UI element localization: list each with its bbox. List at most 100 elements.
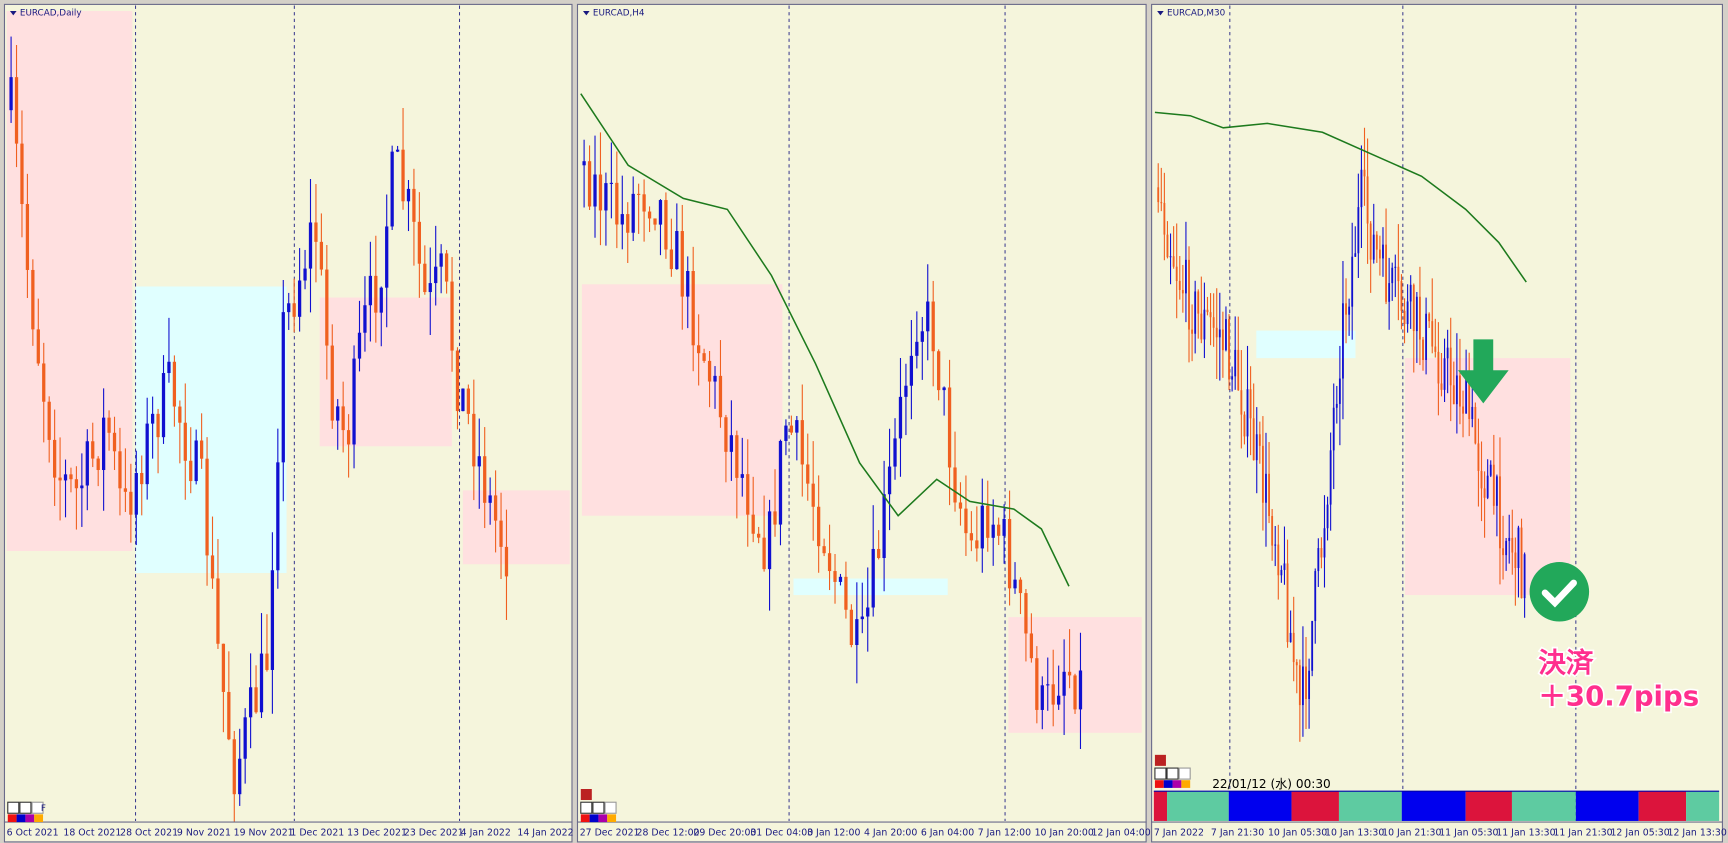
- candle-body: [1329, 450, 1332, 505]
- candle-body: [91, 441, 95, 459]
- x-tick-label: 11 Jan 05:30: [1439, 827, 1498, 838]
- candle-body: [893, 438, 897, 467]
- candle-body: [1335, 403, 1338, 408]
- x-tick-label: 6 Oct 2021: [7, 827, 59, 838]
- candle-body: [1320, 548, 1323, 558]
- candle-body: [1057, 695, 1061, 705]
- zone: [6, 11, 133, 551]
- candle-body: [221, 643, 226, 692]
- candle-body: [1225, 319, 1227, 351]
- candle-body: [702, 353, 706, 361]
- candle-body: [904, 385, 908, 397]
- candle-body: [1400, 281, 1403, 311]
- candle-body: [729, 435, 734, 452]
- x-tick-label: 7 Jan 21:30: [1211, 827, 1264, 838]
- candle-body: [243, 717, 247, 759]
- toolbar-button: [580, 801, 593, 814]
- toolbar-button: [19, 801, 32, 814]
- candle-body: [1166, 234, 1169, 258]
- candle-body: [1062, 671, 1066, 696]
- color-swatch: [598, 814, 608, 823]
- candle-body: [412, 188, 416, 222]
- candle-body: [1385, 244, 1387, 302]
- collapse-arrow: [9, 11, 17, 16]
- candle-body: [483, 456, 487, 503]
- candle-body: [615, 182, 619, 225]
- candle-body: [582, 161, 586, 166]
- candle-body: [439, 253, 443, 267]
- candle-body: [1348, 306, 1351, 315]
- candle-body: [1342, 303, 1344, 379]
- candle-body: [1403, 310, 1406, 325]
- candle-body: [1425, 313, 1428, 360]
- candle-body: [757, 533, 761, 538]
- candle-body: [844, 576, 848, 610]
- candle-body: [1419, 296, 1421, 340]
- candle-body: [183, 422, 187, 461]
- candle-body: [707, 360, 712, 382]
- candle-body: [1345, 303, 1347, 315]
- candle-body: [406, 188, 411, 202]
- candle-body: [385, 226, 389, 288]
- close-button: [1154, 754, 1166, 766]
- time-axis: [576, 821, 1147, 843]
- candle-body: [1013, 579, 1017, 589]
- toolbar-button: [604, 801, 617, 814]
- candle-body: [762, 537, 766, 570]
- toolbar-button: [7, 801, 20, 814]
- candle-body: [499, 520, 503, 547]
- candle-body: [450, 281, 454, 351]
- candle-body: [1388, 283, 1391, 302]
- x-tick-label: 4 Jan 20:00: [864, 827, 917, 838]
- candle-body: [849, 609, 854, 645]
- candle-body: [1508, 537, 1511, 541]
- status-time: 22/01/12 (水) 00:30: [1212, 777, 1331, 791]
- candle-body: [1274, 544, 1277, 546]
- candle-body: [1194, 291, 1197, 334]
- candle-body: [31, 269, 35, 330]
- panel-title: EURCAD,Daily: [20, 8, 82, 18]
- candle-body: [587, 161, 592, 207]
- candle-body: [9, 77, 13, 111]
- x-tick-label: 10 Jan 13:30: [1325, 827, 1384, 838]
- candle-body: [281, 312, 285, 463]
- candle-body: [1078, 670, 1083, 710]
- candle-body: [477, 456, 481, 467]
- candle-body: [1046, 684, 1050, 686]
- x-tick-label: 27 Dec 2021: [580, 827, 640, 838]
- x-tick-label: 9 Nov 2021: [177, 827, 231, 838]
- candle-body: [1471, 406, 1474, 420]
- candle-body: [609, 182, 614, 184]
- candle-body: [669, 249, 674, 270]
- candle-body: [947, 387, 952, 468]
- candle-body: [740, 474, 744, 478]
- candle-body: [1459, 375, 1461, 407]
- candle-body: [942, 387, 946, 391]
- candle-body: [767, 511, 772, 570]
- candle-body: [63, 474, 68, 481]
- candle-body: [1431, 321, 1434, 347]
- candle-body: [1252, 418, 1255, 461]
- session-bar: [1686, 791, 1720, 821]
- candle-body: [248, 687, 253, 718]
- candle-body: [1249, 389, 1252, 419]
- candle-body: [1277, 544, 1280, 576]
- candle-body: [811, 483, 815, 507]
- check-mark: [1541, 579, 1577, 608]
- candle-body: [1181, 289, 1184, 294]
- candle-body: [308, 222, 313, 269]
- candle-body: [1271, 516, 1274, 546]
- annotation-label: ＋30.7pips: [1538, 680, 1699, 712]
- collapse-arrow: [583, 11, 590, 16]
- candle-body: [1265, 473, 1267, 503]
- candle-body: [265, 653, 269, 670]
- candle-body: [980, 505, 984, 549]
- candle-body: [1175, 266, 1178, 281]
- candle-body: [444, 253, 449, 282]
- candle-body: [866, 607, 870, 617]
- candle-body: [1486, 475, 1489, 498]
- candle-body: [1185, 259, 1187, 294]
- candle-body: [395, 149, 400, 152]
